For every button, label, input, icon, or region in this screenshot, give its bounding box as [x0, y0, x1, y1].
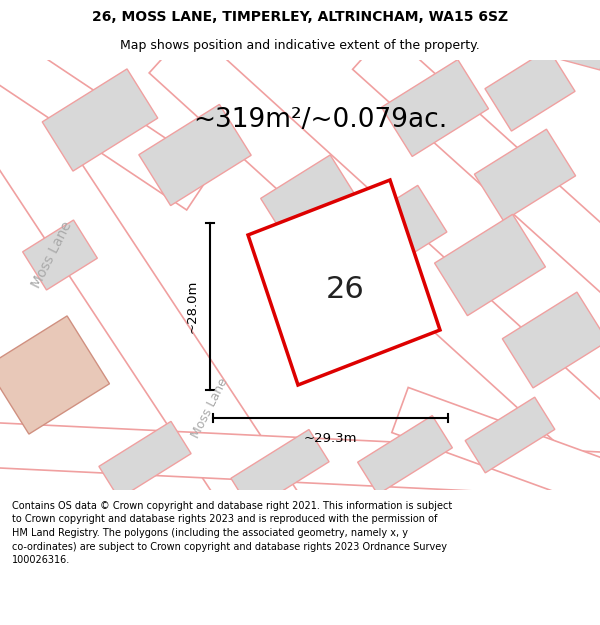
Polygon shape: [358, 416, 452, 494]
Polygon shape: [465, 397, 555, 473]
Polygon shape: [231, 429, 329, 511]
Polygon shape: [260, 155, 359, 245]
Polygon shape: [149, 27, 600, 473]
Polygon shape: [382, 59, 488, 156]
Polygon shape: [99, 421, 191, 499]
Polygon shape: [392, 388, 600, 512]
Polygon shape: [0, 422, 600, 498]
Polygon shape: [23, 220, 97, 290]
Polygon shape: [502, 292, 600, 388]
Text: ~29.3m: ~29.3m: [304, 431, 357, 444]
Polygon shape: [343, 186, 447, 279]
Polygon shape: [0, 70, 300, 535]
Text: 26: 26: [326, 276, 364, 304]
Polygon shape: [485, 49, 575, 131]
Polygon shape: [353, 31, 600, 294]
Text: ~28.0m: ~28.0m: [185, 280, 199, 333]
Text: Map shows position and indicative extent of the property.: Map shows position and indicative extent…: [120, 39, 480, 51]
Polygon shape: [475, 129, 575, 221]
Polygon shape: [42, 69, 158, 171]
Polygon shape: [248, 180, 440, 385]
Polygon shape: [139, 104, 251, 206]
Text: Moss Lane: Moss Lane: [189, 376, 231, 440]
Text: ~319m²/~0.079ac.: ~319m²/~0.079ac.: [193, 107, 447, 133]
Polygon shape: [0, 30, 214, 210]
Polygon shape: [0, 316, 109, 434]
Wedge shape: [537, 5, 600, 70]
Text: Moss Lane: Moss Lane: [29, 219, 75, 291]
Text: Contains OS data © Crown copyright and database right 2021. This information is : Contains OS data © Crown copyright and d…: [12, 501, 452, 565]
Polygon shape: [434, 214, 545, 316]
Text: 26, MOSS LANE, TIMPERLEY, ALTRINCHAM, WA15 6SZ: 26, MOSS LANE, TIMPERLEY, ALTRINCHAM, WA…: [92, 10, 508, 24]
